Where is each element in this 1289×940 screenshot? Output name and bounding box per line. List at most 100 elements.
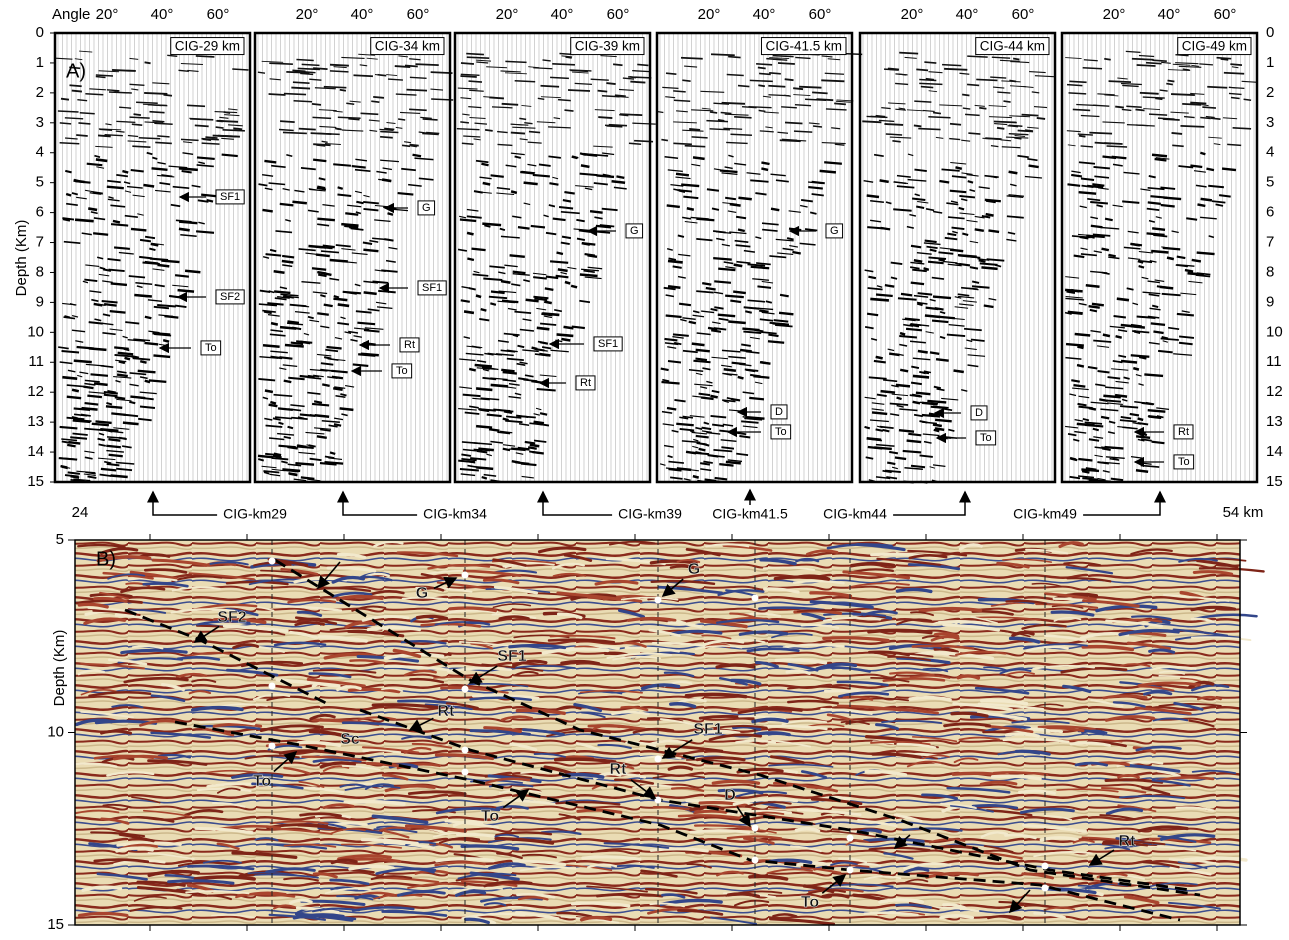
- reflection: [503, 410, 513, 414]
- reflection: [545, 275, 559, 280]
- reflection: [745, 310, 753, 314]
- reflection: [1087, 365, 1098, 370]
- reflection: [879, 425, 894, 429]
- reflector: [650, 579, 716, 586]
- pick-label: To: [396, 365, 408, 377]
- reflection: [353, 327, 370, 331]
- reflection: [142, 103, 167, 106]
- reflection: [510, 152, 525, 156]
- reflection: [912, 374, 930, 379]
- reflection: [113, 246, 130, 250]
- reflection: [969, 266, 979, 270]
- reflection: [258, 458, 265, 462]
- reflection: [911, 365, 920, 370]
- reflection: [988, 229, 1000, 234]
- cig-label: CIG-km49: [1013, 506, 1077, 522]
- reflection: [723, 368, 737, 372]
- reflection: [282, 254, 295, 259]
- pick-dot: [751, 824, 759, 832]
- reflector: [1022, 823, 1088, 833]
- reflection: [1065, 356, 1082, 360]
- reflector: [970, 616, 999, 624]
- reflection: [929, 248, 937, 253]
- reflector: [769, 917, 836, 926]
- reflection: [567, 266, 577, 270]
- reflection: [93, 303, 106, 307]
- reflection: [95, 158, 108, 163]
- reflector: [1120, 663, 1151, 668]
- reflection: [466, 345, 483, 349]
- reflection: [1092, 233, 1111, 237]
- reflector: [77, 602, 109, 609]
- reflector: [309, 713, 336, 721]
- reflection: [686, 468, 699, 472]
- reflector: [514, 670, 539, 677]
- reflection: [317, 217, 336, 222]
- reflection: [149, 110, 165, 114]
- annotation-arrow: [661, 578, 684, 598]
- reflection: [728, 55, 741, 59]
- reflection: [1107, 376, 1121, 380]
- reflection: [139, 391, 157, 395]
- reflection: [385, 259, 396, 263]
- reflection: [923, 267, 930, 271]
- reflection: [993, 120, 1017, 124]
- reflection: [1159, 285, 1174, 290]
- reflection: [157, 263, 170, 268]
- reflection: [1147, 280, 1160, 284]
- reflection: [571, 155, 578, 160]
- reflection: [333, 294, 340, 299]
- reflection: [599, 224, 615, 228]
- reflector: [297, 823, 344, 832]
- reflection: [460, 299, 470, 303]
- reflection: [1138, 250, 1153, 254]
- reflector: [640, 869, 678, 878]
- reflection: [757, 285, 772, 289]
- reflector: [211, 802, 246, 808]
- reflection: [287, 463, 302, 467]
- depth-tick-label: 10: [47, 723, 64, 740]
- annotation: G: [688, 561, 700, 578]
- reflection: [191, 184, 201, 188]
- reflection: [187, 69, 199, 72]
- reflection: [72, 419, 91, 424]
- pick-label: SF1: [422, 282, 442, 294]
- reflection: [476, 61, 489, 64]
- reflection: [1072, 438, 1080, 442]
- annotation: SF1: [497, 648, 526, 665]
- reflection: [1093, 436, 1104, 439]
- reflection: [665, 294, 675, 298]
- pick-dot: [461, 685, 469, 693]
- reflection: [913, 294, 929, 298]
- reflector: [952, 702, 1013, 711]
- reflection: [553, 117, 561, 120]
- reflection: [307, 209, 319, 213]
- reflection: [1093, 339, 1112, 343]
- reflection: [896, 404, 904, 408]
- reflection: [268, 182, 286, 186]
- reflection: [351, 165, 366, 169]
- reflection: [71, 89, 83, 93]
- reflector: [427, 563, 491, 570]
- reflection: [154, 122, 173, 126]
- reflection: [912, 357, 931, 361]
- reflector: [640, 683, 681, 691]
- reflector: [131, 645, 164, 650]
- reflector: [976, 711, 1028, 721]
- reflection: [891, 384, 899, 388]
- reflection: [152, 331, 171, 336]
- reflector: [514, 911, 560, 921]
- reflection: [333, 386, 343, 392]
- reflection: [196, 156, 215, 161]
- reflection: [1078, 302, 1087, 306]
- reflection: [504, 72, 527, 75]
- reflection: [866, 194, 880, 199]
- reflection: [461, 457, 477, 462]
- reflection: [875, 428, 884, 432]
- reflection: [929, 466, 936, 469]
- reflection: [914, 193, 921, 197]
- reflection: [970, 338, 985, 342]
- reflection: [61, 438, 78, 442]
- reflection: [759, 318, 774, 322]
- reflector: [732, 797, 799, 806]
